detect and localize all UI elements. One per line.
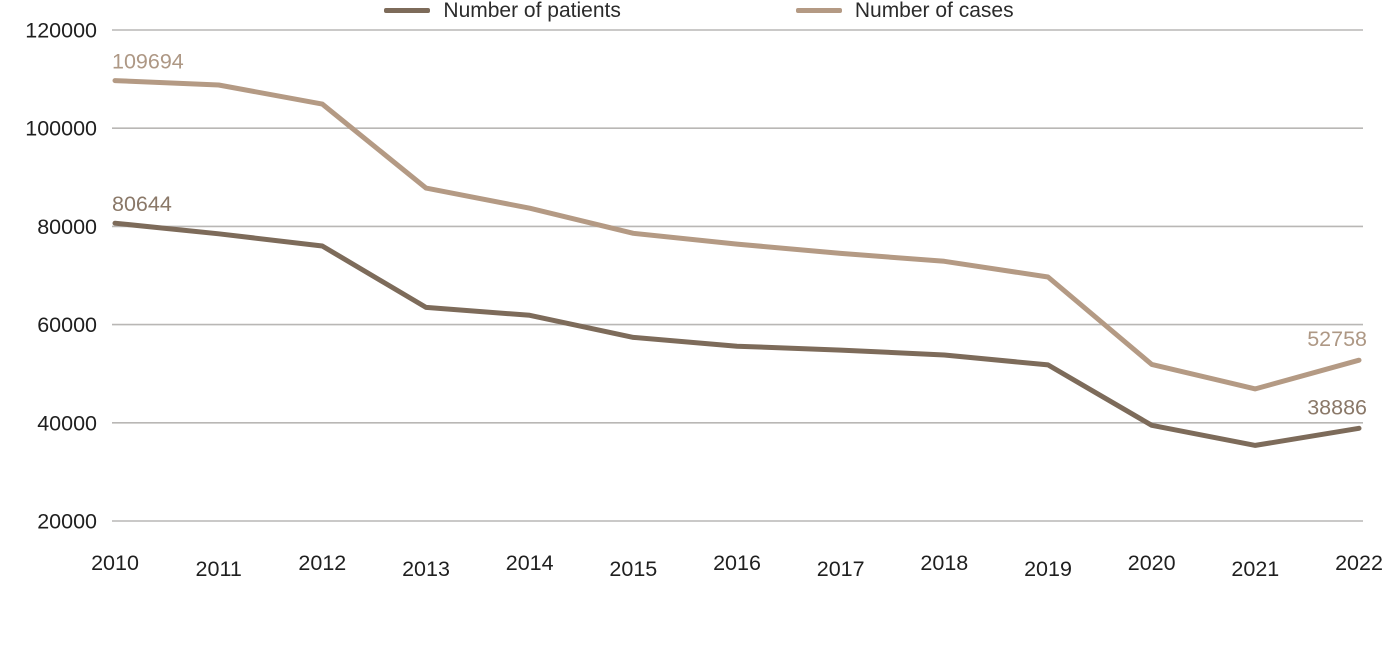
y-axis-tick-label: 80000 [37, 215, 97, 239]
x-axis-tick-label: 2012 [298, 551, 346, 575]
patients-line-swatch [384, 8, 431, 13]
data-label: 80644 [112, 192, 172, 216]
x-axis-tick-label: 2022 [1335, 551, 1383, 575]
x-axis-tick-label: 2019 [1024, 557, 1072, 581]
x-axis-tick-label: 2014 [506, 551, 554, 575]
cases-line-swatch [795, 8, 842, 13]
x-axis-tick-label: 2020 [1128, 551, 1176, 575]
x-axis-tick-label: 2010 [91, 551, 139, 575]
y-axis-tick-label: 40000 [37, 411, 97, 435]
chart-legend: Number of patients Number of cases [0, 0, 1398, 21]
y-axis-tick-label: 100000 [25, 117, 97, 141]
data-label: 38886 [1307, 395, 1367, 419]
x-axis-tick-label: 2021 [1231, 557, 1279, 581]
series-line-patients [112, 220, 1362, 448]
data-label: 52758 [1307, 327, 1367, 351]
legend-item-patients: Number of patients [384, 0, 621, 22]
y-axis-tick-label: 120000 [25, 19, 97, 43]
x-axis-tick-label: 2013 [402, 557, 450, 581]
legend-item-cases: Number of cases [795, 0, 1014, 22]
x-axis-tick-label: 2016 [713, 551, 761, 575]
y-axis-tick-label: 60000 [37, 313, 97, 337]
data-label: 109694 [112, 50, 184, 74]
line-chart-svg: 120000 100000 80000 60000 40000 20000 2010 2011… [25, 19, 1383, 582]
x-axis-tick-label: 2017 [817, 557, 865, 581]
legend-label-cases: Number of cases [854, 0, 1014, 22]
legend-label-patients: Number of patients [443, 0, 621, 22]
x-axis-tick-label: 2015 [609, 557, 657, 581]
y-axis-tick-label: 20000 [37, 510, 97, 534]
line-chart: 120000 100000 80000 60000 40000 20000 2010 2011… [25, 19, 1383, 582]
x-axis-tick-label: 2018 [920, 551, 968, 575]
x-axis-tick-label: 2011 [196, 557, 242, 581]
series-line-cases [112, 78, 1362, 392]
